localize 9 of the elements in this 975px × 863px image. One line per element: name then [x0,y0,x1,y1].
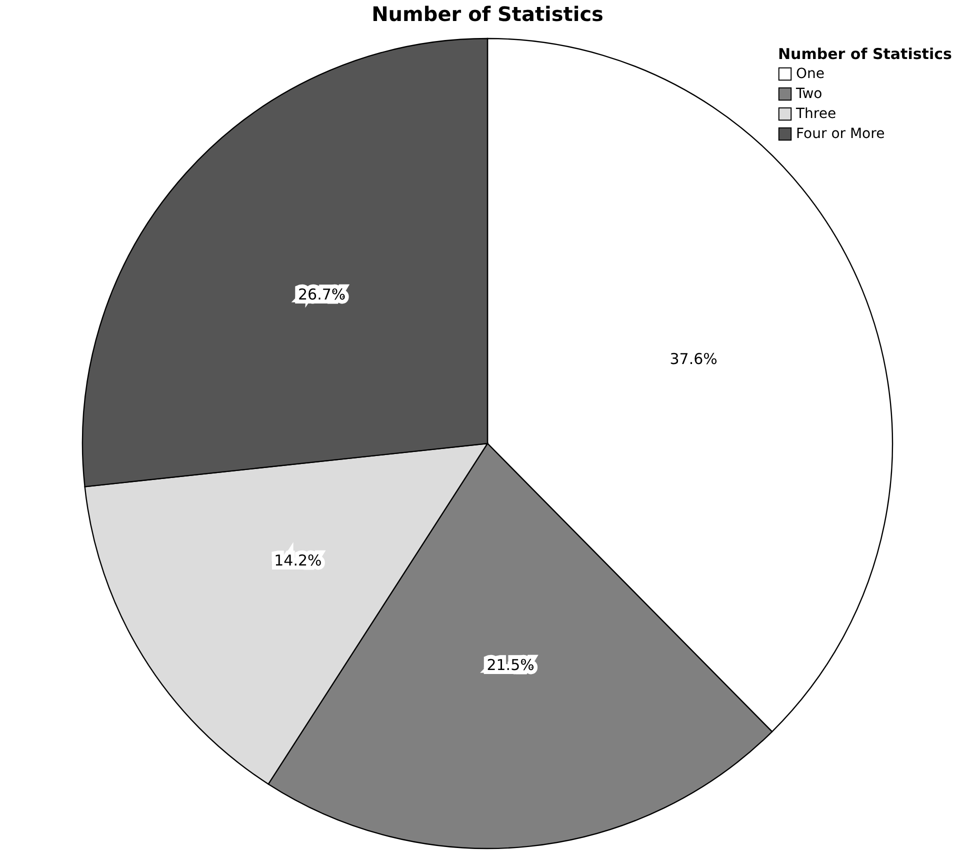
chart-title: Number of Statistics [372,2,604,26]
legend-label: Two [795,86,822,102]
legend-label: Three [795,106,836,122]
legend-label: One [796,66,825,82]
data-label: 14.2% [274,551,322,570]
data-label: 26.7% [298,286,346,304]
legend-title: Number of Statistics [778,45,952,63]
legend-label: Four or More [796,126,885,142]
data-label: 37.6% [670,350,718,368]
